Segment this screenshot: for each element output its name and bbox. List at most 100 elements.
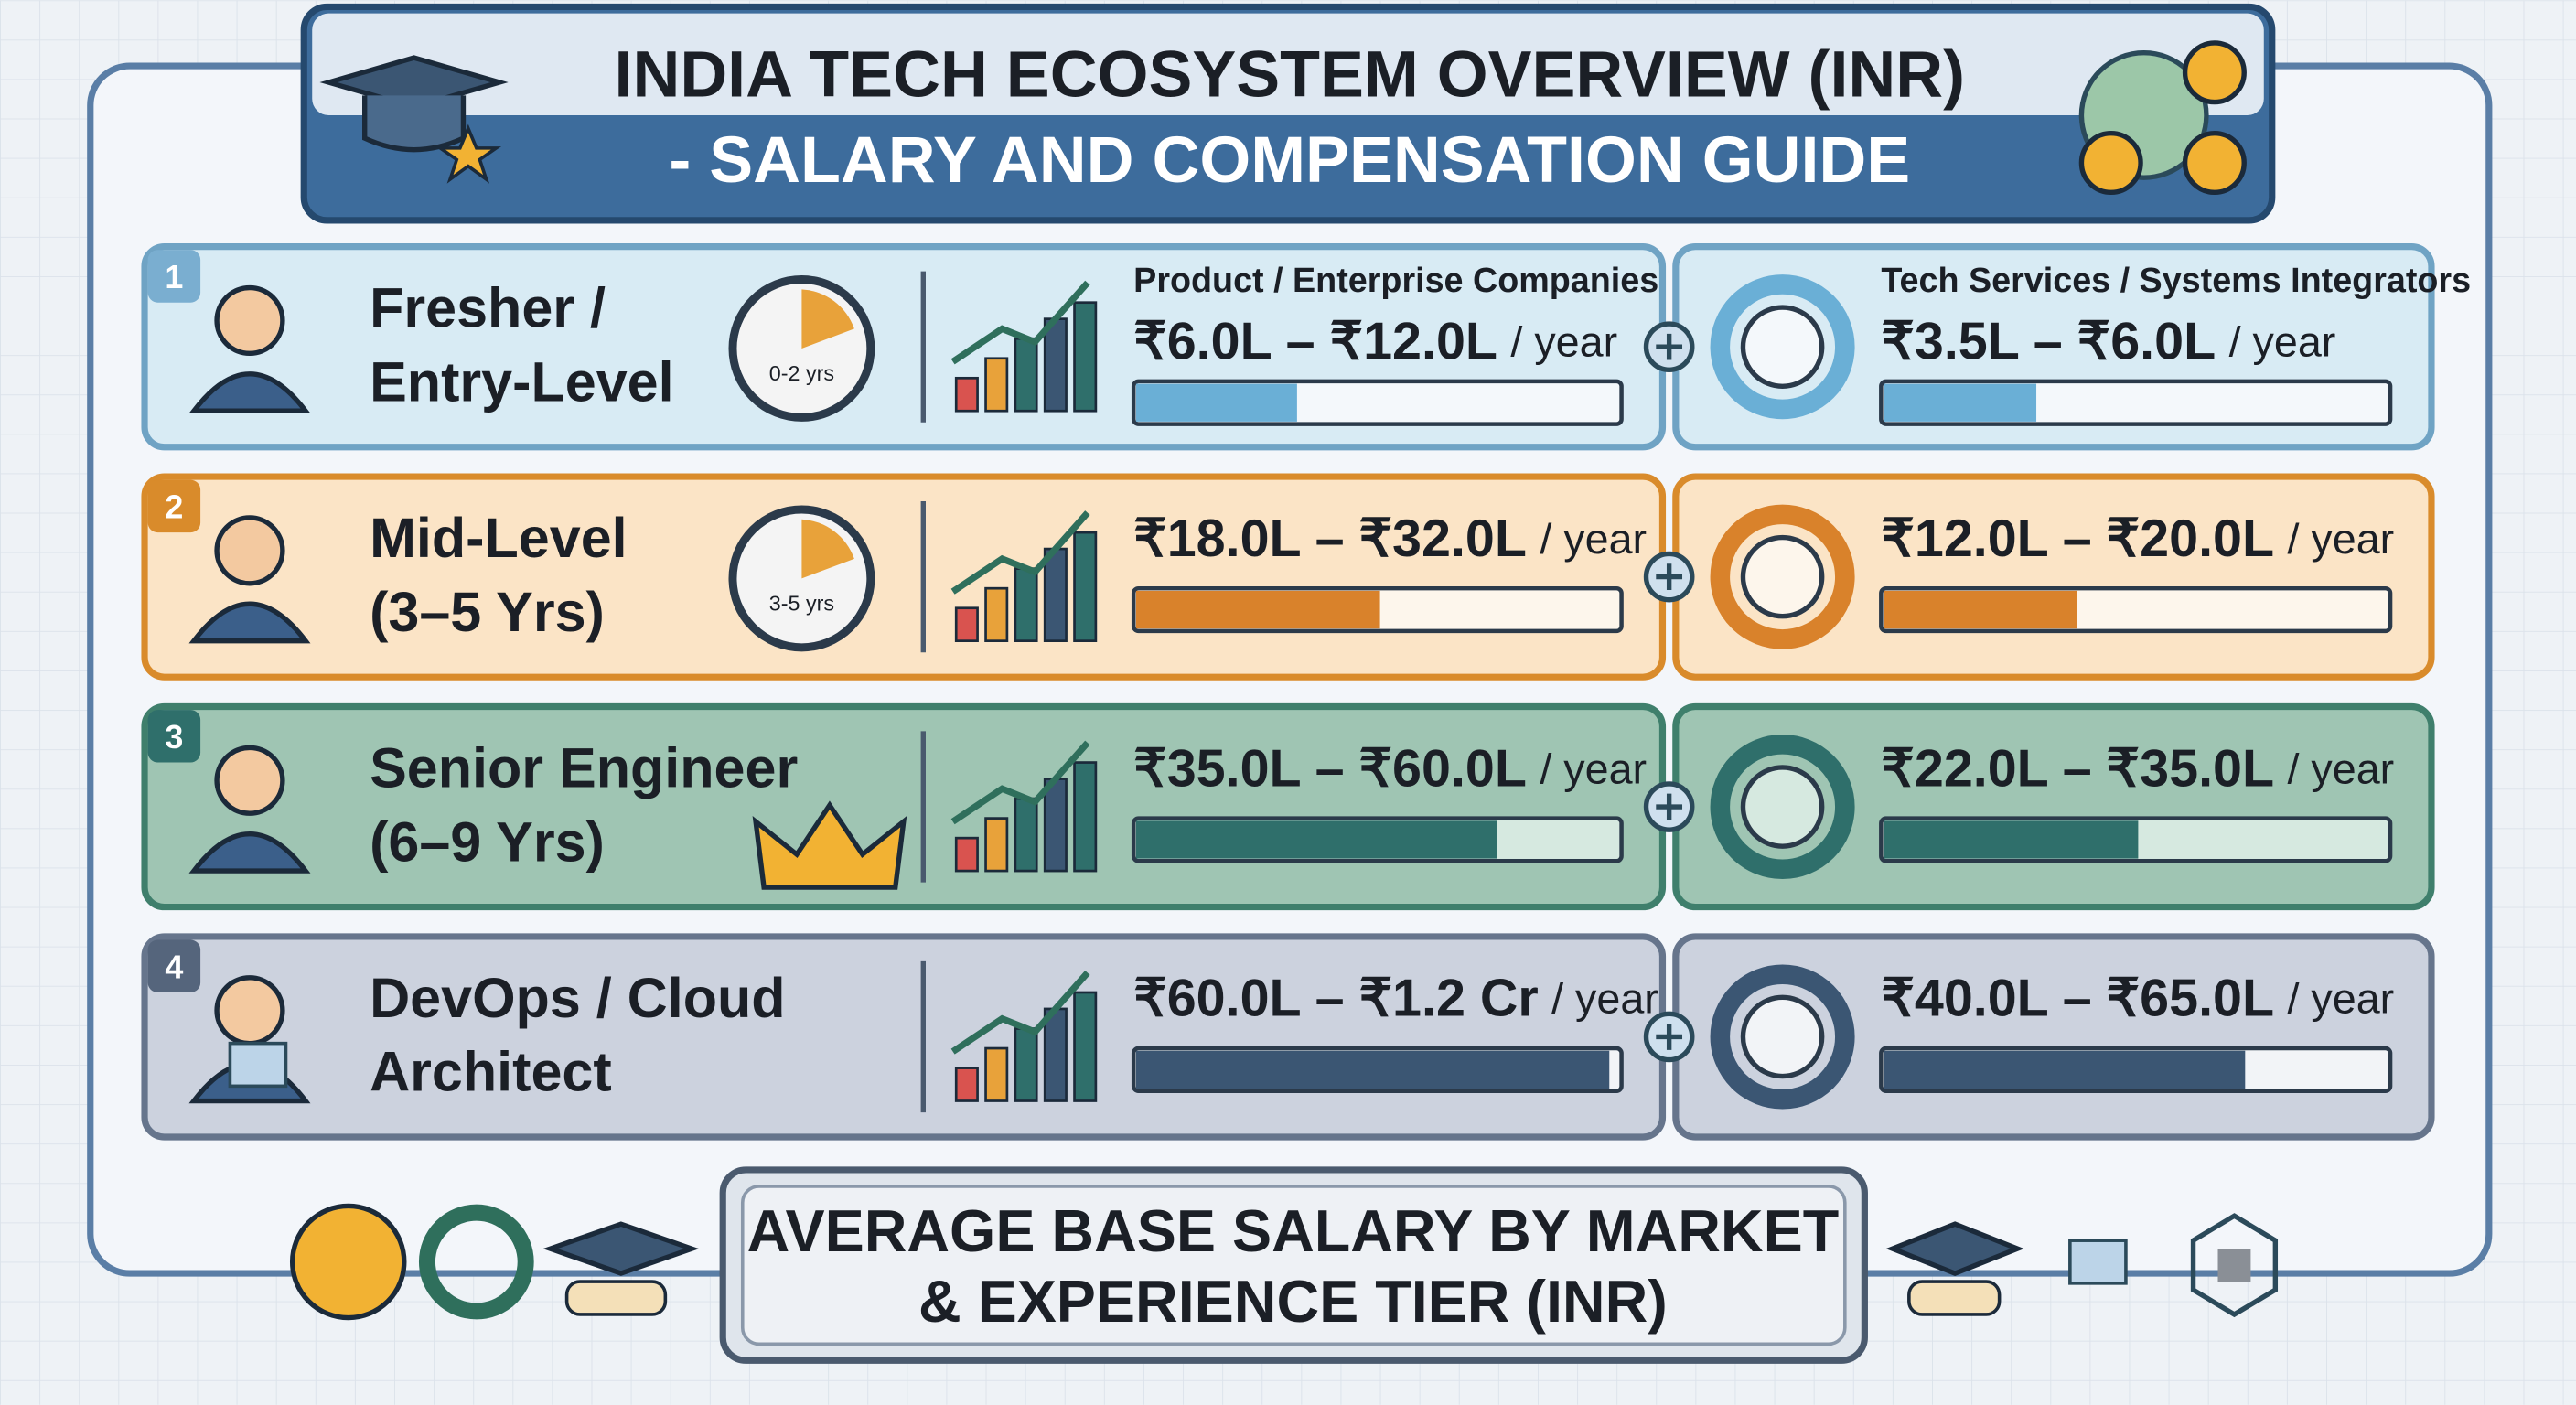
header-top	[312, 13, 2264, 115]
title-line-2: - SALARY AND COMPENSATION GUIDE	[669, 123, 1910, 197]
plus-sign	[1656, 1024, 1683, 1050]
product-salary: ₹18.0L – ₹32.0L / year	[1133, 509, 1647, 568]
donut-center	[1740, 305, 1825, 389]
avatar-head	[214, 745, 285, 816]
services-salary: ₹22.0L – ₹35.0L / year	[1881, 739, 2394, 798]
services-salary: ₹12.0L – ₹20.0L / year	[1881, 509, 2394, 568]
tier-number: 1	[165, 258, 183, 295]
footer-inner	[740, 1185, 1847, 1346]
plus-sign	[1656, 793, 1683, 820]
tier-name-line-2: Architect	[370, 1041, 612, 1103]
tier-badge	[147, 939, 201, 992]
avatar-head	[214, 515, 285, 586]
avatar-body	[188, 371, 311, 413]
crown-icon	[752, 800, 907, 890]
donut-icon	[1710, 274, 1855, 420]
product-salary: ₹6.0L – ₹12.0L / year	[1133, 313, 1617, 371]
salary-range: ₹40.0L – ₹65.0L	[1881, 970, 2274, 1028]
footer-icons-left	[289, 1203, 700, 1321]
chart-icon-arrow	[950, 510, 1090, 595]
footer-line-2: & EXPERIENCE TIER (INR)	[918, 1268, 1668, 1335]
clock-wedge	[801, 289, 854, 349]
tier-badge	[147, 250, 201, 303]
tier-number: 4	[165, 948, 183, 985]
salary-unit: / year	[1540, 745, 1647, 793]
chart-icon-bar	[984, 1046, 1009, 1102]
clock-label: 0-2 yrs	[769, 361, 834, 385]
range-bar-fill	[1135, 1050, 1610, 1089]
footer-line-1: AVERAGE BASE SALARY BY MARKET	[747, 1197, 1840, 1264]
tier-number: 3	[165, 718, 183, 756]
services-salary: ₹40.0L – ₹65.0L / year	[1881, 970, 2394, 1028]
range-bar-fill	[1135, 383, 1297, 422]
chart-icon-bar	[1073, 301, 1098, 413]
range-bar-fill	[1135, 820, 1497, 859]
tier-row: 4 DevOps / Cloud Architect ₹60.0L – ₹1.2 Cr…	[141, 933, 2435, 1141]
footer-icons-right	[1885, 1213, 2279, 1318]
avatar-head	[214, 284, 285, 357]
salary-range: ₹6.0L – ₹12.0L	[1133, 313, 1497, 371]
salary-range: ₹35.0L – ₹60.0L	[1133, 739, 1527, 798]
chart-icon-bar	[984, 817, 1009, 873]
salary-range: ₹22.0L – ₹35.0L	[1881, 739, 2274, 798]
chart-icon-bar	[984, 586, 1009, 642]
tier-row: 3 Senior Engineer (6–9 Yrs) ₹35.0L – ₹60.0L…	[141, 702, 2435, 911]
range-bar-fill	[1884, 820, 2139, 859]
tier-badge	[147, 479, 201, 533]
title-line-1: INDIA TECH ECOSYSTEM OVERVIEW (INR)	[614, 38, 1965, 111]
column-header-services: Tech Services / Systems Integrators	[1881, 261, 2471, 299]
range-bar-fill	[1884, 1050, 2246, 1089]
tier-name-line-2: Entry-Level	[370, 350, 673, 413]
salary-range: ₹60.0L – ₹1.2 Cr	[1133, 970, 1539, 1028]
salary-unit: / year	[1510, 318, 1617, 366]
chart-icon-bar	[1014, 797, 1038, 873]
salary-unit: / year	[1540, 515, 1647, 563]
chart-icon-bar	[1073, 991, 1098, 1102]
plus-sign	[1656, 563, 1683, 590]
salary-range: ₹12.0L – ₹20.0L	[1881, 509, 2274, 568]
tier-name-line-2: (3–5 Yrs)	[370, 581, 605, 643]
chart-icon-bar	[1043, 547, 1068, 642]
chart-icon-bar	[1073, 761, 1098, 873]
salary-unit: / year	[2287, 745, 2394, 793]
tier-name-line-1: Mid-Level	[370, 507, 628, 569]
avatar-body	[188, 831, 311, 874]
chart-icon-arrow	[950, 971, 1090, 1055]
tier-number: 2	[165, 488, 183, 525]
chart-icon-bar	[1014, 337, 1038, 413]
tier-rows: 1 Fresher / Entry-Level 0-2 yrs Product / En…	[141, 243, 2471, 1141]
tier-name-line-1: DevOps / Cloud	[370, 967, 786, 1029]
clock-wedge	[801, 519, 854, 579]
chart-icon-bar	[1014, 1027, 1038, 1102]
avatar-body	[188, 601, 311, 644]
cap-icon	[319, 55, 509, 184]
chart-icon-bar	[954, 836, 979, 873]
tier-name-line-2: (6–9 Yrs)	[370, 810, 605, 873]
tier-name-line-1: Senior Engineer	[370, 736, 798, 799]
salary-unit: / year	[1551, 975, 1658, 1023]
chart-icon-bar	[984, 357, 1009, 413]
salary-range: ₹3.5L – ₹6.0L	[1881, 313, 2216, 371]
clock-label: 3-5 yrs	[769, 591, 834, 615]
product-salary: ₹35.0L – ₹60.0L / year	[1133, 739, 1647, 798]
range-bar-fill	[1884, 590, 2077, 629]
tier-row: 1 Fresher / Entry-Level 0-2 yrs Product / En…	[141, 243, 2471, 451]
donut-icon	[1710, 504, 1855, 649]
chart-icon-bar	[954, 606, 979, 642]
chart-icon-bar	[1073, 531, 1098, 642]
services-salary: ₹3.5L – ₹6.0L / year	[1881, 313, 2335, 371]
plus-sign	[1656, 333, 1683, 360]
donut-center	[1740, 765, 1825, 849]
chart-icon-bar	[954, 376, 979, 413]
chart-icon-bar	[1043, 1007, 1068, 1102]
range-bar-fill	[1135, 590, 1380, 629]
salary-unit: / year	[2287, 975, 2394, 1023]
avatar-head	[214, 975, 285, 1046]
column-header-product: Product / Enterprise Companies	[1133, 261, 1658, 299]
donut-icon	[1710, 964, 1855, 1110]
tier-row: 2 Mid-Level (3–5 Yrs) 3-5 yrs ₹18.0L – ₹32.0…	[141, 473, 2435, 681]
donut-icon	[1710, 735, 1855, 880]
salary-unit: / year	[2229, 318, 2336, 366]
